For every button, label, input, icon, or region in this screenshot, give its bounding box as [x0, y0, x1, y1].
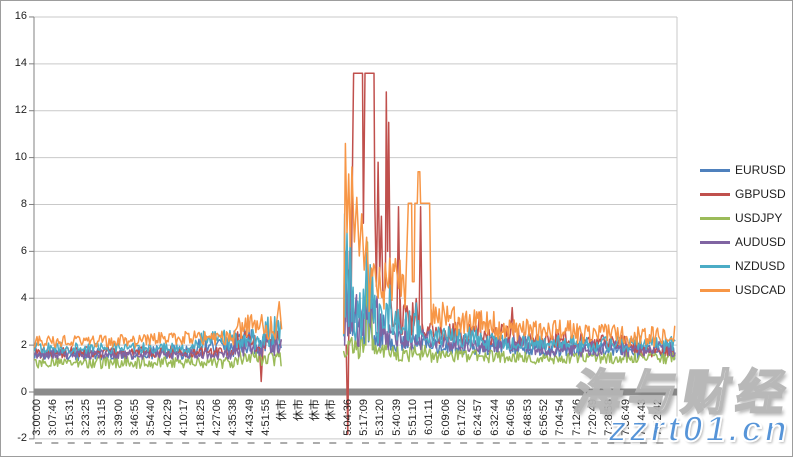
x-axis-label: 3:31:15: [96, 399, 109, 436]
x-axis-label: 5:31:20: [374, 399, 387, 436]
x-axis-label-market-closed: 休市: [308, 399, 321, 421]
legend-swatch: [700, 240, 730, 244]
x-axis-label-market-closed: 休市: [292, 399, 305, 421]
x-axis-label: 7:12:46: [570, 399, 583, 436]
x-axis-label: 5:40:39: [390, 399, 403, 436]
series-line-nzdusd: [33, 316, 282, 354]
series-line-audusd: [343, 274, 676, 358]
y-axis-label: 6: [20, 244, 27, 257]
legend-label: USDJPY: [735, 211, 783, 225]
y-axis-label: 2: [20, 338, 27, 351]
x-axis-label: 5:04:36: [341, 399, 354, 436]
x-axis-label-market-closed: 休市: [276, 399, 289, 421]
series-line-usdcad: [33, 301, 283, 349]
x-axis-label: 4:35:38: [227, 399, 240, 436]
x-axis-label: 6:48:53: [521, 399, 534, 436]
legend-label: NZDUSD: [735, 259, 785, 273]
x-axis-label: 7:28:58: [603, 399, 616, 436]
x-axis-label: 7:52:42: [652, 399, 665, 436]
x-axis-label: 6:09:06: [439, 399, 452, 436]
legend-label: AUDUSD: [735, 235, 786, 249]
legend-swatch: [700, 264, 730, 268]
x-axis-label: 7:36:49: [619, 399, 632, 436]
x-axis-label: 3:15:31: [63, 399, 76, 436]
x-axis-label: 3:07:46: [47, 399, 60, 436]
legend-swatch: [700, 168, 730, 172]
x-axis-label: 7:44:43: [635, 399, 648, 436]
x-axis-label: 3:46:55: [129, 399, 142, 436]
x-axis-label-market-closed: 休市: [325, 399, 338, 421]
y-axis-label: 12: [14, 104, 27, 117]
y-axis-label: 8: [20, 197, 27, 210]
y-axis-label: 4: [20, 291, 27, 304]
legend-label: GBPUSD: [735, 187, 786, 201]
x-axis-label: 6:32:44: [488, 399, 501, 436]
series-line-usdjpy: [342, 241, 676, 365]
x-axis-label: 3:00:00: [31, 399, 43, 436]
legend-label: USDCAD: [735, 283, 786, 297]
x-axis-label: 6:56:52: [537, 399, 550, 436]
legend-item-audusd: AUDUSD: [700, 230, 786, 254]
x-axis-label: 3:23:25: [80, 399, 93, 436]
x-axis-label: 4:27:06: [210, 399, 223, 436]
y-axis-label: -2: [17, 432, 27, 445]
x-axis-label: 6:17:02: [456, 399, 469, 436]
x-axis-label: 4:43:49: [243, 399, 256, 436]
x-axis-label: 6:40:56: [505, 399, 518, 436]
x-axis-label: 6:01:11: [423, 399, 436, 435]
legend-swatch: [700, 288, 730, 292]
legend-item-usdjpy: USDJPY: [700, 206, 786, 230]
x-axis-label: 7:04:54: [554, 399, 567, 436]
series-line-usdcad: [342, 142, 676, 348]
x-axis-label: 5:51:10: [407, 399, 420, 436]
series-line-gbpusd: [345, 72, 676, 435]
y-axis-label: 10: [14, 151, 27, 164]
y-axis-label: 16: [14, 10, 27, 23]
x-axis-label: 4:10:17: [178, 399, 191, 436]
x-axis-label: 3:39:00: [112, 399, 125, 436]
x-axis-label: 7:20:49: [586, 399, 599, 436]
x-axis-label: 4:02:29: [161, 399, 174, 436]
legend-label: EURUSD: [735, 163, 786, 177]
legend-item-nzdusd: NZDUSD: [700, 254, 786, 278]
legend-swatch: [700, 216, 730, 220]
x-axis-label: 4:18:25: [194, 399, 207, 436]
zero-axis-bar: [34, 388, 677, 396]
y-axis-label: 0: [20, 385, 27, 398]
legend-item-usdcad: USDCAD: [700, 278, 786, 302]
x-axis-label: 6:24:57: [472, 399, 485, 436]
legend-item-eurusd: EURUSD: [700, 158, 786, 182]
legend: EURUSD GBPUSD USDJPY AUDUSD NZDUSD USDCAD: [700, 158, 786, 302]
legend-item-gbpusd: GBPUSD: [700, 182, 786, 206]
y-axis-label: 14: [14, 57, 27, 70]
x-axis-label: 5:17:09: [358, 399, 370, 436]
x-axis-label: 4:51:55: [259, 399, 272, 436]
x-axis-label: 3:54:40: [145, 399, 158, 436]
legend-swatch: [700, 192, 730, 196]
